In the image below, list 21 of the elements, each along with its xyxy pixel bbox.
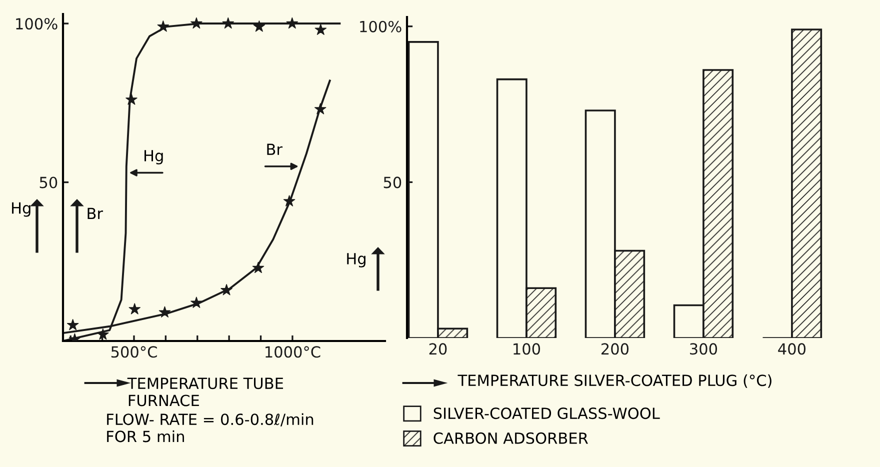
- y-axis-title: Hg: [12, 202, 30, 217]
- y-tick-label: 50: [40, 176, 58, 188]
- x-tick-label: 300: [690, 343, 718, 355]
- x-tick-label: 200: [602, 343, 629, 355]
- annotation: Br: [267, 144, 282, 155]
- legend-label: SILVER-COATED GLASS-WOOL: [434, 408, 660, 420]
- x-tick-label: 500°C: [111, 346, 157, 358]
- legend-label: CARBON ADSORBER: [434, 432, 588, 444]
- x-tick-label: 400: [778, 343, 806, 355]
- y-tick-label: 100%: [16, 18, 58, 30]
- x-tick-label: 100: [514, 343, 540, 355]
- y-axis-title: Hg: [347, 253, 366, 268]
- x-tick-label: 20: [429, 343, 447, 355]
- x-tick-label: 1000°C: [266, 346, 320, 358]
- text: FLOW- RATE = 0.6-0.8ℓ/min FOR 5 min: [107, 413, 314, 442]
- x-axis-title: TEMPERATURE SILVER-COATED PLUG (°C): [458, 374, 772, 388]
- y-tick-label: 100%: [360, 20, 402, 32]
- x-axis-title: TEMPERATURE TUBE FURNACE: [127, 378, 284, 406]
- annotation: Hg: [144, 150, 163, 164]
- annotation: Br: [88, 208, 103, 220]
- y-tick-label: 50: [384, 176, 402, 188]
